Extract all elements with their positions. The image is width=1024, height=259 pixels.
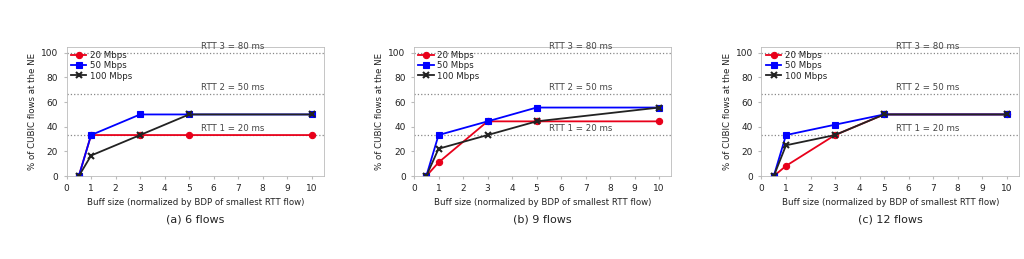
100 Mbps <box>780 144 793 147</box>
Text: RTT 3 = 80 ms: RTT 3 = 80 ms <box>896 42 959 51</box>
50 Mbps <box>828 123 841 126</box>
100 Mbps <box>768 175 780 178</box>
100 Mbps <box>653 106 666 109</box>
50 Mbps <box>85 133 97 136</box>
Line: 20 Mbps: 20 Mbps <box>771 111 1010 179</box>
50 Mbps <box>420 175 432 178</box>
Text: RTT 1 = 20 ms: RTT 1 = 20 ms <box>202 124 265 133</box>
20 Mbps <box>305 133 317 136</box>
100 Mbps <box>73 175 85 178</box>
100 Mbps <box>481 133 494 136</box>
50 Mbps <box>768 175 780 178</box>
Line: 100 Mbps: 100 Mbps <box>771 111 1010 179</box>
50 Mbps <box>432 133 444 136</box>
50 Mbps <box>73 175 85 178</box>
20 Mbps <box>780 164 793 167</box>
Text: RTT 2 = 50 ms: RTT 2 = 50 ms <box>549 83 612 92</box>
20 Mbps <box>530 120 543 123</box>
Text: RTT 1 = 20 ms: RTT 1 = 20 ms <box>549 124 612 133</box>
Text: (a) 6 flows: (a) 6 flows <box>166 215 224 225</box>
100 Mbps <box>85 154 97 157</box>
Text: RTT 3 = 80 ms: RTT 3 = 80 ms <box>549 42 612 51</box>
50 Mbps <box>305 113 317 116</box>
100 Mbps <box>134 133 146 136</box>
20 Mbps <box>1000 113 1013 116</box>
100 Mbps <box>183 113 196 116</box>
Y-axis label: % of CUBIC flows at the NE: % of CUBIC flows at the NE <box>375 53 384 170</box>
Text: RTT 2 = 50 ms: RTT 2 = 50 ms <box>896 83 959 92</box>
20 Mbps <box>481 120 494 123</box>
20 Mbps <box>73 175 85 178</box>
Line: 50 Mbps: 50 Mbps <box>771 111 1010 179</box>
Text: RTT 1 = 20 ms: RTT 1 = 20 ms <box>896 124 959 133</box>
100 Mbps <box>420 175 432 178</box>
100 Mbps <box>432 147 444 150</box>
50 Mbps <box>183 113 196 116</box>
Line: 100 Mbps: 100 Mbps <box>423 104 663 179</box>
50 Mbps <box>780 133 793 136</box>
Line: 20 Mbps: 20 Mbps <box>423 118 663 179</box>
50 Mbps <box>481 120 494 123</box>
X-axis label: Buff size (normalized by BDP of smallest RTT flow): Buff size (normalized by BDP of smallest… <box>781 198 998 207</box>
20 Mbps <box>768 175 780 178</box>
20 Mbps <box>85 133 97 136</box>
20 Mbps <box>420 175 432 178</box>
Line: 50 Mbps: 50 Mbps <box>76 111 314 179</box>
20 Mbps <box>183 133 196 136</box>
Line: 50 Mbps: 50 Mbps <box>423 104 663 179</box>
Legend: 20 Mbps, 50 Mbps, 100 Mbps: 20 Mbps, 50 Mbps, 100 Mbps <box>417 49 481 82</box>
50 Mbps <box>878 113 890 116</box>
20 Mbps <box>828 133 841 136</box>
X-axis label: Buff size (normalized by BDP of smallest RTT flow): Buff size (normalized by BDP of smallest… <box>434 198 651 207</box>
100 Mbps <box>305 113 317 116</box>
50 Mbps <box>530 106 543 109</box>
Line: 20 Mbps: 20 Mbps <box>76 132 314 179</box>
20 Mbps <box>878 113 890 116</box>
Text: (c) 12 flows: (c) 12 flows <box>858 215 923 225</box>
Y-axis label: % of CUBIC flows at the NE: % of CUBIC flows at the NE <box>723 53 732 170</box>
20 Mbps <box>653 120 666 123</box>
100 Mbps <box>1000 113 1013 116</box>
Line: 100 Mbps: 100 Mbps <box>76 111 314 179</box>
100 Mbps <box>878 113 890 116</box>
50 Mbps <box>134 113 146 116</box>
Legend: 20 Mbps, 50 Mbps, 100 Mbps: 20 Mbps, 50 Mbps, 100 Mbps <box>70 49 134 82</box>
20 Mbps <box>134 133 146 136</box>
Legend: 20 Mbps, 50 Mbps, 100 Mbps: 20 Mbps, 50 Mbps, 100 Mbps <box>764 49 828 82</box>
X-axis label: Buff size (normalized by BDP of smallest RTT flow): Buff size (normalized by BDP of smallest… <box>87 198 304 207</box>
Text: (b) 9 flows: (b) 9 flows <box>513 215 572 225</box>
50 Mbps <box>1000 113 1013 116</box>
Text: RTT 3 = 80 ms: RTT 3 = 80 ms <box>202 42 265 51</box>
Y-axis label: % of CUBIC flows at the NE: % of CUBIC flows at the NE <box>28 53 37 170</box>
100 Mbps <box>530 120 543 123</box>
20 Mbps <box>432 161 444 164</box>
Text: RTT 2 = 50 ms: RTT 2 = 50 ms <box>202 83 265 92</box>
50 Mbps <box>653 106 666 109</box>
100 Mbps <box>828 133 841 136</box>
